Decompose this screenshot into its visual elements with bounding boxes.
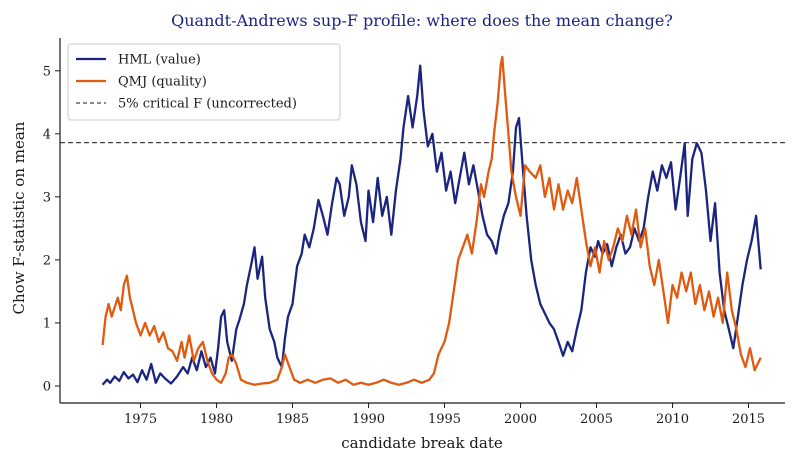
y-tick-label: 2: [43, 253, 51, 268]
y-axis-label: Chow F-statistic on mean: [10, 121, 28, 314]
plot-area: [60, 55, 785, 386]
legend-label-0: HML (value): [118, 53, 201, 68]
x-tick-label: 1975: [124, 412, 157, 427]
x-tick-label: 1985: [276, 412, 309, 427]
legend-box: [67, 43, 341, 121]
y-tick-label: 1: [43, 316, 51, 331]
x-tick-label: 2005: [580, 412, 613, 427]
x-tick-label: 1990: [352, 412, 385, 427]
x-tick-label: 2015: [732, 412, 765, 427]
x-tick-label: 1980: [200, 412, 233, 427]
y-tick-label: 3: [43, 190, 51, 205]
y-tick-label: 0: [43, 379, 51, 394]
legend-label-1: QMJ (quality): [118, 75, 207, 90]
y-tick-label: 4: [43, 127, 51, 142]
axes: 1975 1980 1985 1990 1995 2000 2005 2010 2015 0 1 2 3…: [43, 38, 785, 427]
x-tick-label: 2000: [504, 412, 537, 427]
y-tick-label: 5: [43, 64, 51, 79]
series-line-1: [101, 55, 762, 386]
legend-label-2: 5% critical F (uncorrected): [118, 97, 297, 112]
x-tick-label: 1995: [428, 412, 461, 427]
x-axis-label: candidate break date: [341, 434, 503, 452]
chart-title: Quandt-Andrews sup-F profile: where does…: [171, 11, 673, 30]
x-tick-label: 2010: [656, 412, 689, 427]
series-line-0: [101, 64, 762, 386]
legend: HML (value) QMJ (quality) 5% critical F (u…: [67, 43, 341, 121]
